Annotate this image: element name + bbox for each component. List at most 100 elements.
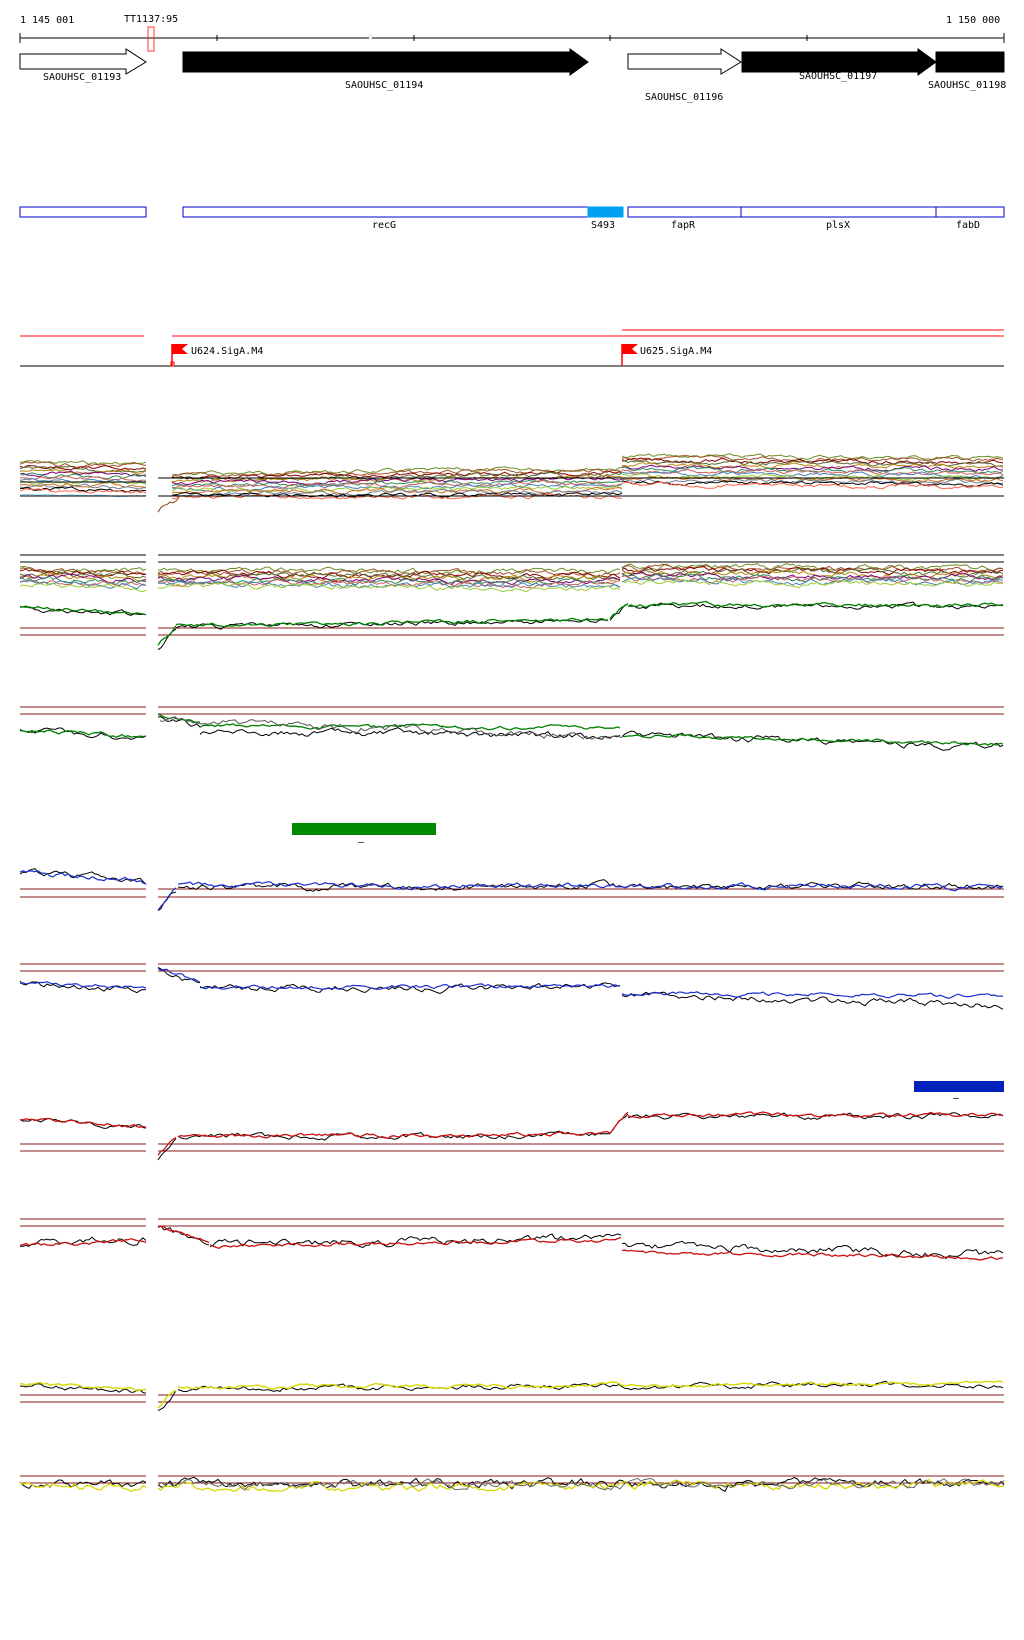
gene-saouhsc-01196[interactable]: SAOUHSC_01196 — [627, 48, 742, 103]
gene-saouhsc-01198[interactable]: SAOUHSC_01198 — [928, 51, 1006, 91]
expression-profile — [209, 1233, 622, 1249]
expression-profile — [175, 617, 609, 628]
annotation-label: recG — [372, 220, 396, 231]
condition-profile — [19, 582, 147, 593]
expression-profile — [621, 733, 1004, 746]
annotation-s493[interactable]: S493 — [587, 206, 624, 231]
expression-profile — [157, 1389, 177, 1409]
expression-profile — [157, 1225, 210, 1244]
expression-profile — [609, 1111, 629, 1134]
expression-profile — [157, 625, 177, 646]
expression-profile — [177, 1380, 1004, 1390]
condition-profile — [621, 567, 1004, 578]
condition-profile — [621, 476, 1004, 483]
expression-profile — [199, 982, 621, 995]
expression-profile — [19, 727, 147, 741]
expression-profile — [157, 967, 201, 984]
expression-profile — [157, 887, 177, 911]
gene-saouhsc-01197[interactable]: SAOUHSC_01197 — [741, 48, 937, 82]
condition-profile — [19, 461, 147, 469]
expression-profile — [157, 1138, 177, 1161]
expression-profile — [157, 1390, 177, 1412]
condition-profile — [19, 483, 146, 490]
expression-profile — [157, 628, 177, 651]
gene-track: SAOUHSC_01193 SAOUHSC_01194 SAOUHSC_0119… — [19, 48, 1006, 103]
promoter-u624[interactable]: U624.SigA.M4 — [170, 344, 263, 367]
expression-profile — [19, 729, 147, 738]
expression-profile — [19, 870, 147, 885]
expression-profile — [627, 600, 1004, 608]
promoter-label: U624.SigA.M4 — [191, 346, 263, 357]
annotation-fapr[interactable]: fapR — [627, 206, 742, 231]
annotation-track: recG S493 fapR plsX fabD — [19, 206, 1005, 231]
expression-profile — [609, 602, 629, 620]
expression-profile — [19, 1238, 147, 1247]
expression-profile — [19, 981, 147, 989]
expression-profile — [19, 868, 147, 885]
expression-profile — [627, 1111, 1004, 1119]
expression-profile — [199, 723, 621, 731]
condition-profile — [19, 470, 147, 478]
condition-profile — [19, 486, 147, 493]
blue-segment-label: – — [953, 1093, 960, 1104]
condition-profile — [19, 465, 147, 474]
expression-profile — [157, 967, 201, 983]
gene-saouhsc-01193[interactable]: SAOUHSC_01193 — [19, 48, 147, 83]
condition-profile — [621, 578, 1004, 589]
gene-saouhsc-01194[interactable]: SAOUHSC_01194 — [182, 48, 589, 91]
condition-profile — [19, 580, 147, 590]
expression-profile — [621, 1240, 1004, 1260]
promoter-u625[interactable]: U625.SigA.M4 — [621, 344, 712, 366]
condition-profile — [171, 468, 623, 478]
condition-profile — [621, 480, 1004, 487]
expression-profile — [621, 991, 1004, 1000]
condition-profile — [19, 566, 147, 576]
condition-profile — [621, 481, 1004, 490]
annotation-recg[interactable]: recG — [182, 206, 589, 231]
expression-profile — [609, 603, 629, 621]
promoter-track: U624.SigA.M4 U625.SigA.M4 — [20, 329, 1004, 367]
terminator-marker[interactable] — [147, 26, 155, 52]
expression-profile — [19, 1117, 147, 1129]
condition-profile — [19, 573, 147, 584]
expression-profile — [19, 1479, 147, 1490]
expression-profile — [158, 716, 201, 728]
green-segment[interactable] — [292, 823, 436, 835]
annotation-plsx[interactable]: plsX — [740, 206, 937, 231]
gene-label: SAOUHSC_01197 — [799, 71, 877, 82]
annotation-fabd[interactable]: fabD — [935, 206, 1005, 231]
condition-profile — [621, 464, 1004, 472]
expression-profile — [157, 1137, 177, 1156]
condition-profile — [19, 488, 147, 494]
expression-profile — [177, 1380, 1004, 1393]
ruler-start-label: 1 145 001 — [20, 15, 74, 26]
blue-segment[interactable] — [914, 1081, 1004, 1092]
green-segment-label: – — [358, 837, 365, 848]
gene-label: SAOUHSC_01193 — [43, 72, 121, 83]
condition-profile — [621, 571, 1004, 581]
condition-profile — [621, 453, 1004, 461]
expression-profile — [209, 1236, 622, 1250]
promoter-label: U625.SigA.M4 — [640, 346, 712, 357]
gene-label: SAOUHSC_01196 — [645, 92, 723, 103]
condition-profile — [171, 486, 623, 495]
condition-profile — [157, 566, 621, 575]
condition-profile — [621, 468, 1004, 476]
annotation-label: S493 — [591, 220, 615, 231]
condition-profile — [621, 461, 1004, 469]
terminator-label: TT1137:95 — [124, 14, 178, 25]
condition-profile — [621, 470, 1004, 480]
expression-profile — [157, 891, 177, 912]
condition-profile — [19, 464, 147, 471]
condition-profile — [621, 573, 1004, 583]
annotation-blank[interactable] — [19, 206, 147, 218]
condition-profile — [171, 479, 623, 490]
condition-profile — [157, 572, 621, 581]
expression-profile — [19, 605, 147, 616]
ruler-end-label: 1 150 000 — [946, 15, 1000, 26]
condition-profile — [171, 479, 623, 488]
expression-profile — [177, 879, 1004, 892]
expression-profile — [177, 1130, 611, 1139]
annotation-label: plsX — [826, 220, 850, 231]
